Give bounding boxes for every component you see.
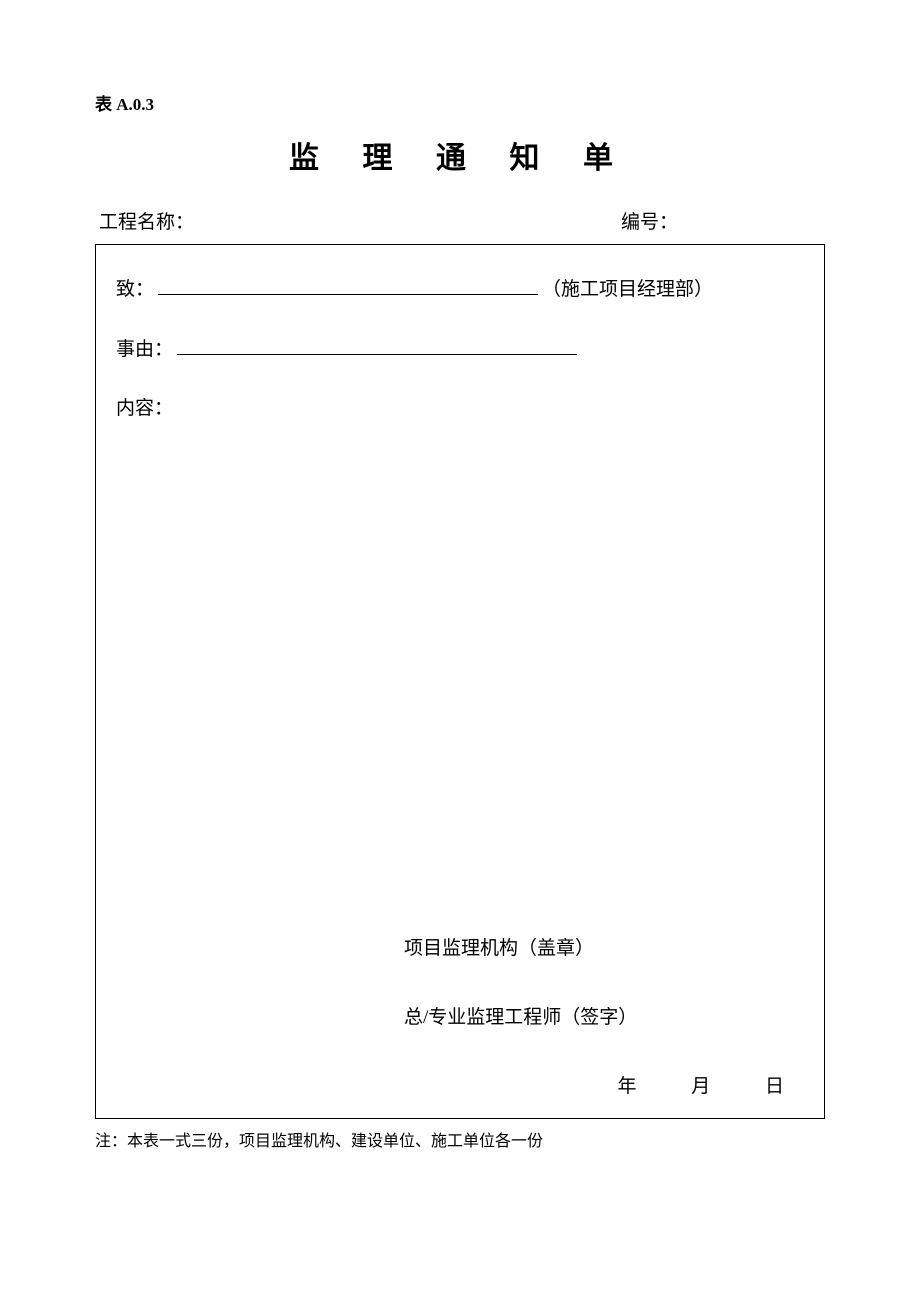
number-label: 编号： <box>621 207 821 234</box>
to-label: 致： <box>116 274 154 301</box>
to-suffix: （施工项目经理部） <box>542 274 713 301</box>
main-title: 监 理 通 知 单 <box>95 133 825 177</box>
form-box: 致： （施工项目经理部） 事由： 内容： 项目监理机构（盖章） 总/专业监理工程… <box>95 244 825 1119</box>
signature-area: 项目监理机构（盖章） 总/专业监理工程师（签字） 年 月 日 <box>404 933 804 1098</box>
header-row: 工程名称： 编号： <box>95 207 825 234</box>
month-label: 月 <box>691 1071 710 1098</box>
recipient-row: 致： （施工项目经理部） <box>116 273 804 301</box>
year-label: 年 <box>617 1071 636 1098</box>
day-label: 日 <box>765 1071 784 1098</box>
table-number: 表 A.0.3 <box>95 90 825 115</box>
reason-input-line[interactable] <box>177 333 577 355</box>
project-name-label: 工程名称： <box>99 207 621 234</box>
reason-row: 事由： <box>116 333 804 361</box>
content-label: 内容： <box>116 393 804 420</box>
org-stamp-label: 项目监理机构（盖章） <box>404 933 804 960</box>
engineer-sign-label: 总/专业监理工程师（签字） <box>404 1002 804 1029</box>
date-line: 年 月 日 <box>404 1071 804 1098</box>
to-input-line[interactable] <box>158 273 538 295</box>
reason-label: 事由： <box>116 334 173 361</box>
footer-note: 注：本表一式三份，项目监理机构、建设单位、施工单位各一份 <box>95 1127 825 1151</box>
